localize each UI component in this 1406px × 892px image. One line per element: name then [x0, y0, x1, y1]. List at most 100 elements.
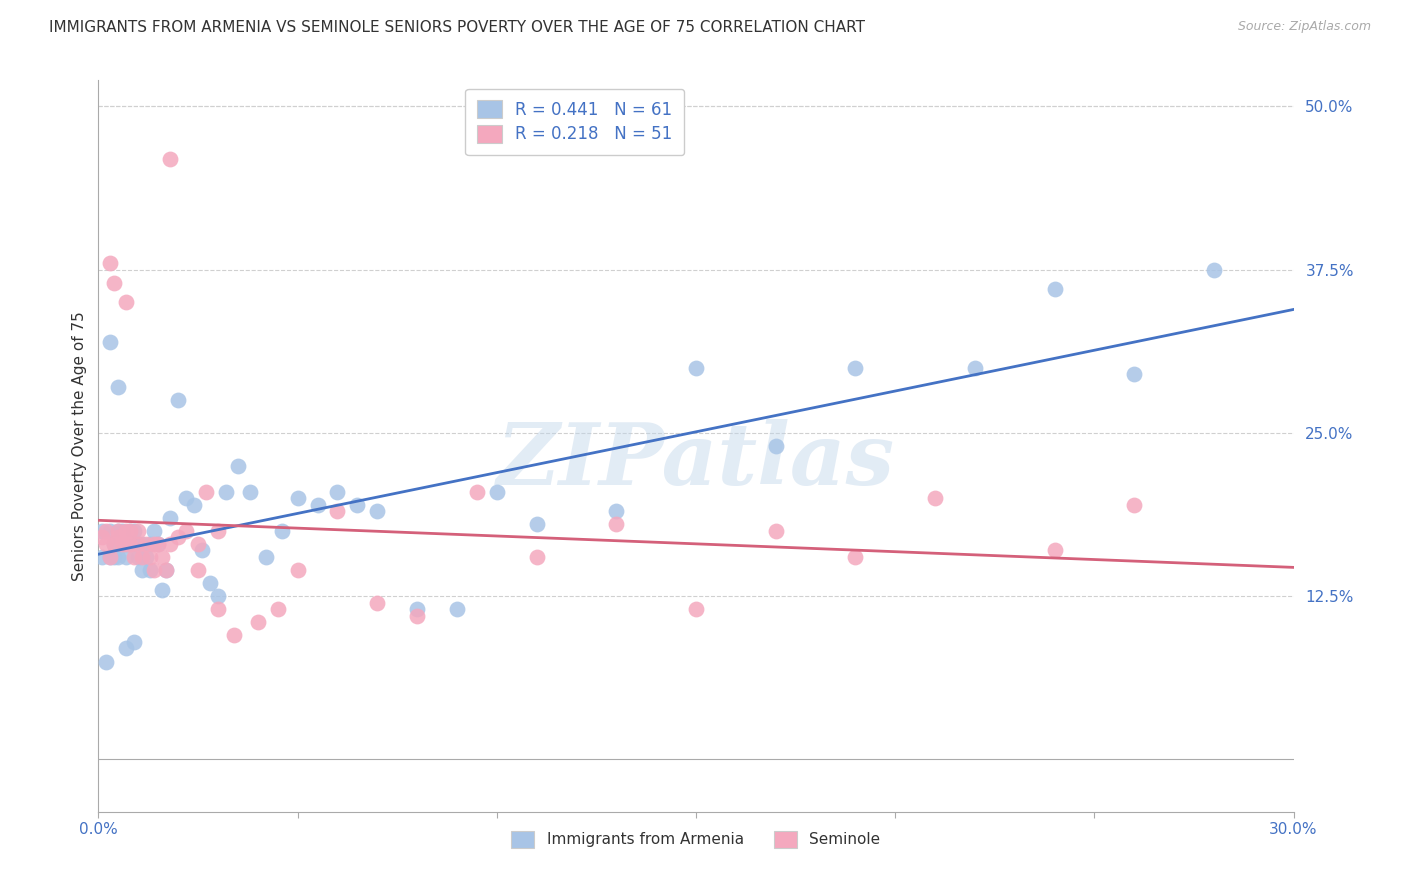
Point [187, 537, 209, 551]
Point [91, 530, 114, 544]
Point [135, 537, 157, 551]
Point [127, 537, 149, 551]
Point [139, 549, 162, 564]
Text: ZIPatlas: ZIPatlas [496, 419, 896, 502]
Point [844, 549, 866, 564]
Point [685, 360, 707, 375]
Legend: Immigrants from Armenia, Seminole: Immigrants from Armenia, Seminole [503, 823, 889, 855]
Text: IMMIGRANTS FROM ARMENIA VS SEMINOLE SENIORS POVERTY OVER THE AGE OF 75 CORRELATI: IMMIGRANTS FROM ARMENIA VS SEMINOLE SENI… [49, 20, 865, 35]
Point [91, 549, 114, 564]
Point [406, 608, 429, 623]
Point [159, 537, 181, 551]
Point [765, 524, 787, 538]
Y-axis label: Seniors Poverty Over the Age of 75: Seniors Poverty Over the Age of 75 [72, 311, 87, 581]
Point [270, 524, 292, 538]
Point [267, 602, 290, 616]
Point [287, 563, 309, 577]
Point [226, 458, 249, 473]
Point [131, 563, 153, 577]
Point [1123, 498, 1146, 512]
Point [150, 549, 173, 564]
Point [326, 504, 349, 518]
Point [366, 504, 388, 518]
Point [207, 524, 229, 538]
Point [115, 549, 138, 564]
Point [198, 576, 221, 591]
Point [155, 563, 177, 577]
Point [115, 295, 138, 310]
Point [1123, 367, 1146, 381]
Point [139, 563, 162, 577]
Point [115, 641, 138, 656]
Point [143, 524, 166, 538]
Point [924, 491, 946, 506]
Point [183, 498, 205, 512]
Point [685, 602, 707, 616]
Point [111, 537, 134, 551]
Point [150, 582, 173, 597]
Point [98, 256, 122, 270]
Point [127, 537, 149, 551]
Point [1043, 282, 1066, 296]
Point [148, 537, 170, 551]
Point [191, 543, 214, 558]
Point [143, 563, 166, 577]
Point [98, 549, 122, 564]
Point [127, 549, 149, 564]
Point [120, 537, 142, 551]
Point [307, 498, 329, 512]
Point [96, 655, 118, 669]
Point [143, 537, 166, 551]
Point [485, 484, 508, 499]
Point [167, 530, 190, 544]
Point [111, 530, 134, 544]
Point [605, 517, 627, 532]
Point [98, 524, 122, 538]
Point [215, 484, 238, 499]
Point [120, 537, 142, 551]
Point [120, 524, 142, 538]
Point [246, 615, 269, 630]
Point [174, 524, 197, 538]
Point [124, 635, 146, 649]
Point [139, 537, 162, 551]
Point [159, 511, 181, 525]
Point [844, 360, 866, 375]
Point [103, 537, 125, 551]
Point [239, 484, 262, 499]
Point [120, 524, 142, 538]
Point [98, 334, 122, 349]
Point [107, 549, 129, 564]
Point [96, 524, 118, 538]
Point [605, 504, 627, 518]
Point [98, 549, 122, 564]
Point [107, 524, 129, 538]
Point [127, 524, 149, 538]
Point [207, 602, 229, 616]
Point [1202, 262, 1225, 277]
Point [107, 380, 129, 394]
Point [1043, 543, 1066, 558]
Point [135, 549, 157, 564]
Point [207, 589, 229, 603]
Point [465, 484, 488, 499]
Point [526, 517, 548, 532]
Point [115, 537, 138, 551]
Point [124, 524, 146, 538]
Point [346, 498, 368, 512]
Point [131, 537, 153, 551]
Point [124, 549, 146, 564]
Point [195, 484, 218, 499]
Point [254, 549, 277, 564]
Point [96, 537, 118, 551]
Point [159, 152, 181, 166]
Point [187, 563, 209, 577]
Point [115, 524, 138, 538]
Point [366, 596, 388, 610]
Point [107, 524, 129, 538]
Point [326, 484, 349, 499]
Point [526, 549, 548, 564]
Point [765, 439, 787, 453]
Point [107, 530, 129, 544]
Point [103, 276, 125, 290]
